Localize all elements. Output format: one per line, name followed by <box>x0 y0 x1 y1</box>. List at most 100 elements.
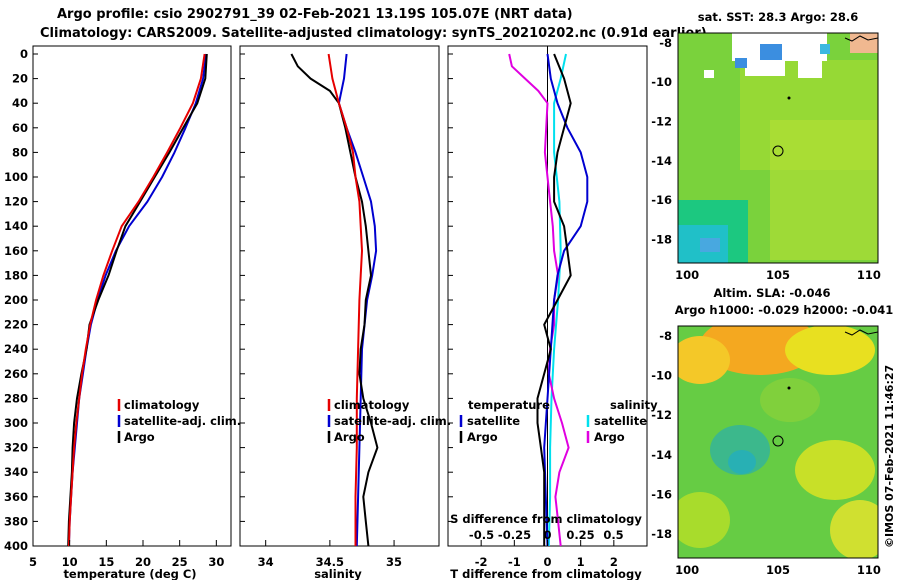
legend-climatology: climatology <box>124 398 200 412</box>
depth-ytick-label: 300 <box>4 416 28 430</box>
temperature-xtick-label: 20 <box>135 555 151 569</box>
depth-ytick-label: 0 <box>20 47 28 61</box>
sst-map-xtick-label: 100 <box>675 268 699 282</box>
sla-map-ytick-label: -14 <box>651 448 672 462</box>
difference-legend-salinity: salinity satellite Argo <box>586 398 658 444</box>
sst-map-xtick-label: 110 <box>857 268 881 282</box>
temperature-panel <box>32 45 232 547</box>
temperature-xtick-label: 30 <box>208 555 224 569</box>
legend-satellite: satellite-adj. clim. <box>334 414 451 428</box>
s-argo-line <box>508 53 570 547</box>
salinity-panel <box>239 45 440 547</box>
sla-map-frame <box>677 325 879 559</box>
sla-map-ytick-label: -12 <box>651 408 672 422</box>
sst-heatmap <box>678 33 878 263</box>
legend-satellite: satellite-adj. clim. <box>124 414 241 428</box>
legend-s-argo: Argo <box>594 430 625 444</box>
temperature-xtick-label: 15 <box>98 555 114 569</box>
depth-ytick-label: 260 <box>4 367 28 381</box>
t-argo-line <box>536 53 572 546</box>
temperature-legend: climatology satellite-adj. clim. Argo <box>117 398 241 444</box>
s-difference-label: S difference from climatology <box>450 512 642 526</box>
salinity-argo-line <box>290 53 379 547</box>
depth-ytick-label: 340 <box>4 465 28 479</box>
t-satellite-line <box>543 53 589 547</box>
salinity-xlabel: salinity <box>314 567 362 580</box>
depth-ytick-label: 200 <box>4 293 28 307</box>
depth-ytick-label: 120 <box>4 195 28 209</box>
sla-map-ytick-label: -8 <box>659 329 672 343</box>
legend-temperature-title: temperature <box>468 398 550 412</box>
sst-map-ytick-label: -14 <box>651 154 672 168</box>
depth-ytick-label: 220 <box>4 318 28 332</box>
sst-map-ytick-label: -8 <box>659 36 672 50</box>
depth-ytick-label: 360 <box>4 490 28 504</box>
depth-ytick-label: 20 <box>12 72 28 86</box>
argo-marker-sst <box>772 145 784 157</box>
difference-xtick-label: 0 <box>543 555 551 569</box>
title-line-2: Climatology: CARS2009. Satellite-adjuste… <box>40 26 707 41</box>
difference-xtick-label: 1 <box>577 555 585 569</box>
depth-ytick-label: 400 <box>4 539 28 553</box>
sla-map-xtick-label: 110 <box>857 563 881 577</box>
s-difference-tick-label: 0 <box>543 528 551 542</box>
depth-ytick-label: 280 <box>4 391 28 405</box>
legend-salinity-title: salinity <box>610 398 658 412</box>
temperature-xtick-label: 10 <box>62 555 78 569</box>
sst-map-ytick-label: -16 <box>651 193 672 207</box>
s-difference-tick-label: -0.5 <box>469 528 494 542</box>
temperature-xtick-label: 5 <box>29 555 37 569</box>
sla-map-ytick-label: -16 <box>651 488 672 502</box>
sst-map-ytick-label: -10 <box>651 75 672 89</box>
depth-ytick-label: 160 <box>4 244 28 258</box>
temperature-xtick-label: 25 <box>172 555 188 569</box>
sst-map-title: sat. SST: 28.3 Argo: 28.6 <box>698 10 858 24</box>
s-satellite-line <box>547 53 567 547</box>
depth-ytick-label: 320 <box>4 441 28 455</box>
salinity-climatology-line <box>327 53 363 546</box>
temperature-climatology-line <box>67 53 206 547</box>
sla-map-xtick-label: 100 <box>675 563 699 577</box>
argo-marker-sla <box>772 435 784 447</box>
difference-xtick-label: -1 <box>508 555 521 569</box>
difference-legend-temperature: temperature satellite Argo <box>459 398 550 444</box>
depth-ytick-label: 180 <box>4 268 28 282</box>
legend-t-argo: Argo <box>467 430 498 444</box>
difference-xtick-label: -2 <box>475 555 488 569</box>
salinity-xtick-label: 35 <box>386 555 402 569</box>
temperature-satellite-line <box>67 53 208 547</box>
s-difference-tick-label: 0.25 <box>566 528 594 542</box>
legend-argo: Argo <box>334 430 365 444</box>
sst-map-frame <box>677 32 879 264</box>
depth-ytick-label: 380 <box>4 514 28 528</box>
sst-map-xtick-label: 105 <box>766 268 790 282</box>
sst-map-ytick-label: -18 <box>651 232 672 246</box>
depth-ytick-label: 80 <box>12 145 28 159</box>
island-marker <box>787 96 791 100</box>
legend-climatology: climatology <box>334 398 410 412</box>
sla-map-xtick-label: 105 <box>766 563 790 577</box>
temperature-xlabel: temperature (deg C) <box>63 567 196 580</box>
depth-ytick-label: 40 <box>12 96 28 110</box>
sla-map-ytick-label: -10 <box>651 369 672 383</box>
s-difference-tick-label: 0.5 <box>603 528 623 542</box>
sla-map-title: Altim. SLA: -0.046 <box>713 286 830 300</box>
sst-map-ytick-label: -12 <box>651 114 672 128</box>
legend-t-satellite: satellite <box>467 414 520 428</box>
sla-heatmap <box>678 326 878 558</box>
title-line-1: Argo profile: csio 2902791_39 02-Feb-202… <box>57 7 573 22</box>
salinity-xtick-label: 34 <box>258 555 274 569</box>
s-difference-tick-label: -0.25 <box>498 528 531 542</box>
legend-argo: Argo <box>124 430 155 444</box>
depth-ytick-label: 140 <box>4 219 28 233</box>
island-marker <box>787 386 791 390</box>
legend-s-satellite: satellite <box>594 414 647 428</box>
sla-map-ytick-label: -18 <box>651 527 672 541</box>
depth-ytick-label: 60 <box>12 121 28 135</box>
difference-xtick-label: 2 <box>610 555 618 569</box>
salinity-xtick-label: 34.5 <box>316 555 344 569</box>
sla-map-subtitle: Argo h1000: -0.029 h2000: -0.041 <box>675 303 894 317</box>
depth-ytick-label: 240 <box>4 342 28 356</box>
depth-ytick-label: 100 <box>4 170 28 184</box>
